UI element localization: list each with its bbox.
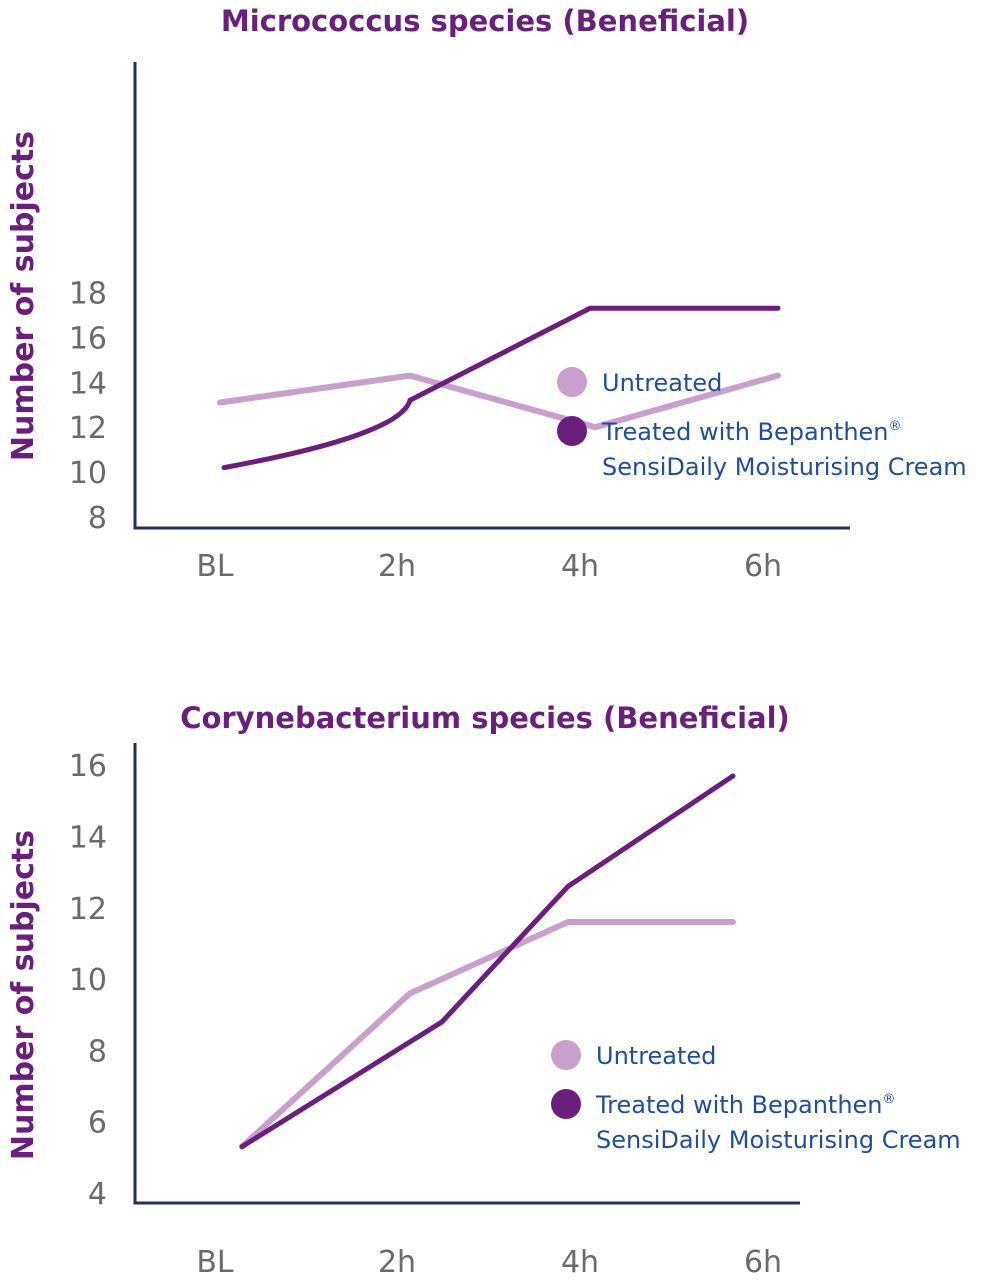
corynebacterium-chart: Corynebacterium species (Beneficial) Num… [6, 701, 961, 1280]
y-tick-label: 14 [69, 821, 107, 856]
x-tick-label: 2h [378, 549, 416, 584]
legend-untreated-label: Untreated [602, 369, 722, 397]
micrococcus-chart: Micrococcus species (Beneficial) Number … [6, 4, 967, 584]
legend-untreated-swatch [551, 1040, 581, 1070]
legend-treated-label-line2: SensiDaily Moisturising Cream [602, 453, 967, 481]
y-axis-label: Number of subjects [6, 131, 41, 461]
legend-treated-swatch [557, 416, 587, 446]
series-untreated-line [239, 919, 736, 1150]
series-treated-line [239, 773, 736, 1150]
y-tick-label: 14 [69, 366, 107, 401]
chart-title: Micrococcus species (Beneficial) [221, 4, 749, 38]
y-tick-label: 10 [69, 963, 107, 998]
y-tick-label: 12 [69, 892, 107, 927]
series-untreated-line [217, 372, 781, 431]
legend-untreated-label: Untreated [596, 1042, 716, 1070]
axes [133, 62, 850, 530]
y-tick-label: 18 [69, 277, 107, 312]
y-tick-label: 4 [88, 1177, 107, 1212]
series-treated-line [221, 305, 781, 471]
x-tick-label: 6h [744, 1245, 782, 1280]
x-tick-label: 4h [561, 1245, 599, 1280]
y-tick-label: 16 [69, 321, 107, 356]
y-axis-label: Number of subjects [6, 830, 41, 1160]
y-tick-label: 16 [69, 749, 107, 784]
legend: Untreated Treated with Bepanthen® SensiD… [557, 367, 967, 481]
axes [133, 743, 800, 1205]
x-tick-label: 2h [378, 1245, 416, 1280]
y-tick-label: 12 [69, 411, 107, 446]
chart-title: Corynebacterium species (Beneficial) [180, 701, 790, 735]
legend-untreated-swatch [557, 367, 587, 397]
legend-treated-label-line1: Treated with Bepanthen® [595, 1091, 896, 1119]
legend-treated-label-line2: SensiDaily Moisturising Cream [596, 1126, 961, 1154]
y-tick-label: 10 [69, 456, 107, 491]
y-tick-label: 8 [88, 501, 107, 536]
x-tick-label: 4h [561, 549, 599, 584]
y-tick-label: 6 [88, 1106, 107, 1141]
legend-treated-label-line1: Treated with Bepanthen® [601, 418, 902, 446]
legend: Untreated Treated with Bepanthen® SensiD… [551, 1040, 961, 1154]
y-tick-label: 8 [88, 1034, 107, 1069]
x-tick-label: BL [196, 549, 234, 584]
x-tick-label: BL [196, 1245, 234, 1280]
x-tick-label: 6h [744, 549, 782, 584]
legend-treated-swatch [551, 1089, 581, 1119]
